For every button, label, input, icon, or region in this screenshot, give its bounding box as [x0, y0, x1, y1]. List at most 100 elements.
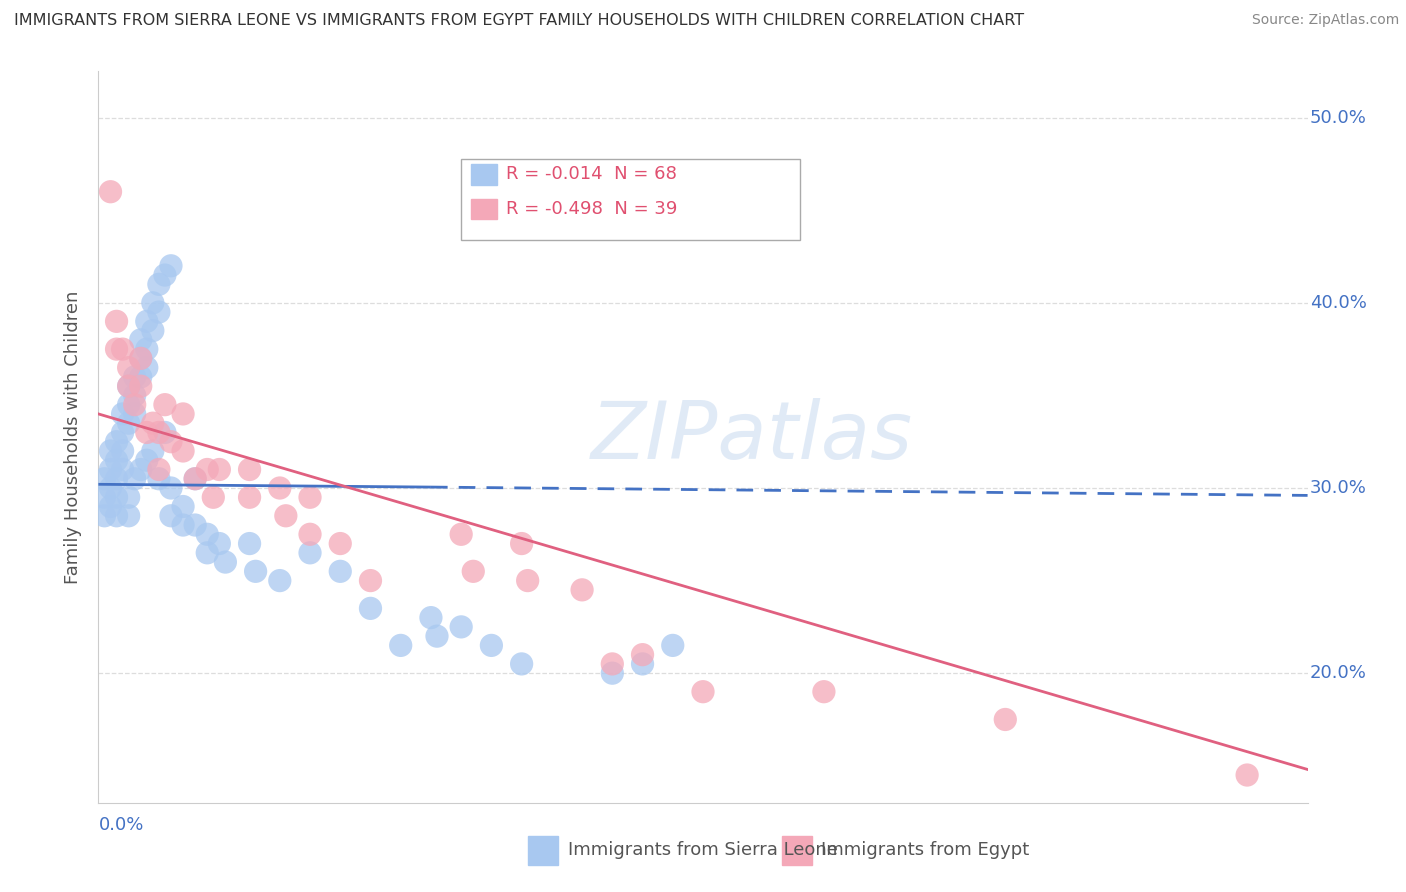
Point — [184, 472, 207, 486]
Point — [93, 472, 115, 486]
Point — [93, 490, 115, 504]
Point — [124, 407, 146, 421]
Point — [239, 536, 262, 550]
Point — [148, 277, 170, 292]
FancyBboxPatch shape — [461, 159, 800, 240]
Point — [135, 425, 157, 440]
Point — [93, 508, 115, 523]
FancyBboxPatch shape — [471, 199, 498, 219]
Point — [208, 462, 231, 476]
Point — [105, 508, 128, 523]
Point — [195, 546, 218, 560]
Point — [142, 444, 165, 458]
Point — [245, 565, 267, 579]
Point — [160, 481, 183, 495]
Point — [100, 185, 122, 199]
Point — [105, 490, 128, 504]
Point — [160, 508, 183, 523]
Y-axis label: Family Households with Children: Family Households with Children — [63, 291, 82, 583]
Point — [195, 527, 218, 541]
Point — [329, 536, 352, 550]
Text: ZIPatlas: ZIPatlas — [591, 398, 912, 476]
Point — [153, 398, 176, 412]
Point — [100, 444, 122, 458]
Point — [105, 314, 128, 328]
Point — [118, 379, 141, 393]
Point — [118, 398, 141, 412]
Point — [214, 555, 236, 569]
Point — [148, 472, 170, 486]
Text: 40.0%: 40.0% — [1310, 293, 1367, 312]
FancyBboxPatch shape — [471, 164, 498, 185]
Point — [142, 416, 165, 430]
Text: Source: ZipAtlas.com: Source: ZipAtlas.com — [1251, 13, 1399, 28]
Point — [160, 259, 183, 273]
Point — [135, 453, 157, 467]
Point — [202, 490, 225, 504]
Point — [510, 536, 533, 550]
Text: 20.0%: 20.0% — [1310, 665, 1367, 682]
Point — [274, 508, 297, 523]
Point — [239, 490, 262, 504]
Point — [463, 565, 485, 579]
Point — [129, 462, 152, 476]
Point — [129, 379, 152, 393]
Point — [994, 713, 1017, 727]
Point — [129, 370, 152, 384]
Point — [142, 324, 165, 338]
Text: Immigrants from Sierra Leone: Immigrants from Sierra Leone — [568, 841, 838, 859]
Point — [172, 444, 194, 458]
Point — [105, 472, 128, 486]
Point — [389, 639, 412, 653]
Point — [208, 536, 231, 550]
Point — [135, 314, 157, 328]
Text: Immigrants from Egypt: Immigrants from Egypt — [821, 841, 1029, 859]
Point — [153, 268, 176, 282]
Point — [269, 574, 291, 588]
Point — [111, 407, 134, 421]
Point — [100, 462, 122, 476]
Point — [124, 388, 146, 402]
Point — [118, 360, 141, 375]
Point — [153, 425, 176, 440]
Point — [124, 472, 146, 486]
Point — [100, 481, 122, 495]
Point — [135, 360, 157, 375]
Point — [481, 639, 503, 653]
Point — [129, 333, 152, 347]
FancyBboxPatch shape — [527, 836, 558, 865]
Text: 30.0%: 30.0% — [1310, 479, 1367, 497]
Point — [172, 407, 194, 421]
Point — [239, 462, 262, 476]
Point — [105, 434, 128, 449]
Point — [329, 565, 352, 579]
Text: 50.0%: 50.0% — [1310, 109, 1367, 127]
Point — [111, 342, 134, 356]
Point — [148, 425, 170, 440]
Point — [124, 398, 146, 412]
Point — [602, 666, 624, 681]
Point — [105, 342, 128, 356]
Point — [148, 462, 170, 476]
Point — [426, 629, 449, 643]
Point — [118, 490, 141, 504]
Point — [118, 416, 141, 430]
Point — [269, 481, 291, 495]
Point — [631, 648, 654, 662]
Point — [571, 582, 593, 597]
Point — [450, 620, 472, 634]
FancyBboxPatch shape — [782, 836, 811, 865]
Point — [516, 574, 538, 588]
Point — [118, 379, 141, 393]
Point — [299, 490, 322, 504]
Point — [510, 657, 533, 671]
Point — [420, 610, 443, 624]
Point — [142, 295, 165, 310]
Text: R = -0.014  N = 68: R = -0.014 N = 68 — [506, 166, 676, 184]
Point — [100, 500, 122, 514]
Point — [1236, 768, 1258, 782]
Point — [160, 434, 183, 449]
Point — [450, 527, 472, 541]
Point — [631, 657, 654, 671]
Point — [813, 684, 835, 698]
